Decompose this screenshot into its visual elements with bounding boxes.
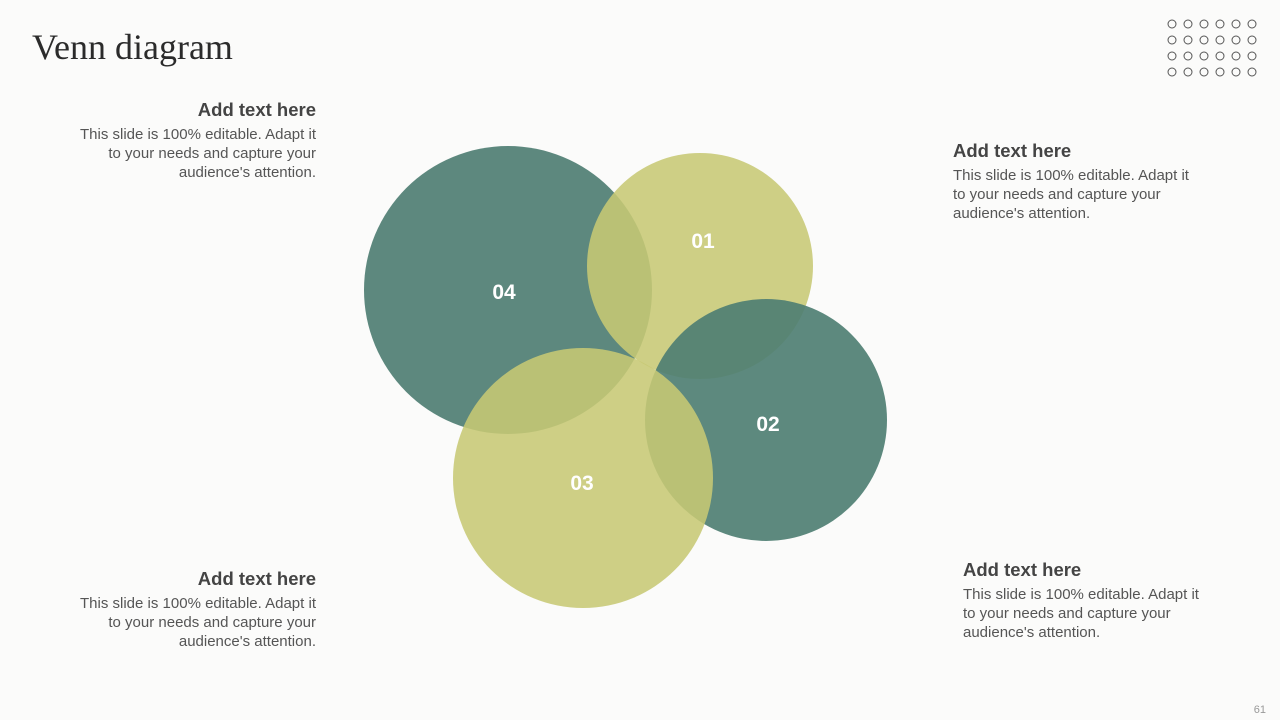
block-heading: Add text here bbox=[197, 568, 316, 589]
circle-label-01: 01 bbox=[691, 230, 715, 253]
decor-dot bbox=[1183, 51, 1193, 61]
block-heading: Add text here bbox=[197, 99, 316, 120]
decor-dot bbox=[1247, 19, 1257, 29]
decor-dot bbox=[1215, 51, 1225, 61]
page-number: 61 bbox=[1253, 704, 1266, 716]
text-block-top-left: Add text here This slide is 100% editabl… bbox=[71, 99, 316, 182]
decor-dot bbox=[1231, 51, 1241, 61]
block-body: This slide is 100% editable. Adapt it to… bbox=[80, 126, 316, 181]
decor-dot bbox=[1183, 19, 1193, 29]
decor-dot bbox=[1183, 67, 1193, 77]
decor-dot bbox=[1247, 67, 1257, 77]
decor-dot bbox=[1231, 19, 1241, 29]
circle-03 bbox=[453, 348, 713, 608]
decor-dot bbox=[1247, 35, 1257, 45]
circle-label-03: 03 bbox=[570, 472, 593, 495]
decor-dot bbox=[1167, 67, 1177, 77]
decor-dot bbox=[1167, 19, 1177, 29]
decor-dot bbox=[1199, 19, 1209, 29]
circle-label-04: 04 bbox=[492, 281, 516, 304]
block-body: This slide is 100% editable. Adapt it to… bbox=[963, 586, 1199, 641]
text-block-top-right: Add text here This slide is 100% editabl… bbox=[953, 140, 1198, 223]
circle-label-02: 02 bbox=[756, 413, 779, 436]
block-body: This slide is 100% editable. Adapt it to… bbox=[80, 595, 316, 650]
block-body: This slide is 100% editable. Adapt it to… bbox=[953, 167, 1189, 222]
decor-dot bbox=[1167, 51, 1177, 61]
decor-dot bbox=[1231, 35, 1241, 45]
dot-grid-decoration bbox=[1167, 19, 1257, 77]
block-heading: Add text here bbox=[963, 559, 1082, 580]
decor-dot bbox=[1167, 35, 1177, 45]
decor-dot bbox=[1215, 67, 1225, 77]
slide-title: Venn diagram bbox=[32, 27, 233, 67]
decor-dot bbox=[1215, 35, 1225, 45]
decor-dot bbox=[1199, 35, 1209, 45]
decor-dot bbox=[1183, 35, 1193, 45]
block-heading: Add text here bbox=[953, 140, 1072, 161]
decor-dot bbox=[1199, 51, 1209, 61]
text-block-bottom-right: Add text here This slide is 100% editabl… bbox=[963, 559, 1208, 642]
decor-dot bbox=[1231, 67, 1241, 77]
decor-dot bbox=[1215, 19, 1225, 29]
text-block-bottom-left: Add text here This slide is 100% editabl… bbox=[71, 568, 316, 651]
decor-dot bbox=[1247, 51, 1257, 61]
decor-dot bbox=[1199, 67, 1209, 77]
